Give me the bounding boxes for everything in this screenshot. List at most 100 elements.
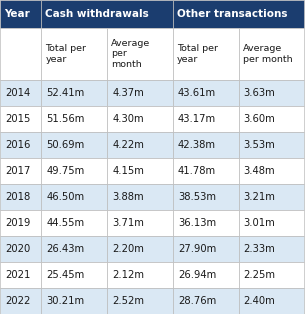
Text: 4.15m: 4.15m <box>112 166 144 176</box>
Bar <box>0 28 41 80</box>
Text: Total per
year: Total per year <box>45 45 86 63</box>
Bar <box>173 132 239 158</box>
Text: 3.48m: 3.48m <box>244 166 275 176</box>
Text: 25.45m: 25.45m <box>46 270 84 280</box>
Bar <box>41 236 107 262</box>
Bar <box>41 288 107 314</box>
Bar <box>41 80 107 106</box>
Bar <box>0 184 41 210</box>
Bar <box>173 158 239 184</box>
Bar <box>107 106 173 132</box>
Text: Average
per
month: Average per month <box>111 40 150 68</box>
Bar <box>173 0 304 28</box>
Bar <box>107 184 173 210</box>
Bar <box>107 132 173 158</box>
Text: 2018: 2018 <box>5 192 30 202</box>
Text: 43.61m: 43.61m <box>178 88 216 98</box>
Bar <box>0 158 41 184</box>
Text: Year: Year <box>4 9 30 19</box>
Text: Other transactions: Other transactions <box>177 9 287 19</box>
Text: Cash withdrawals: Cash withdrawals <box>45 9 149 19</box>
Text: 26.43m: 26.43m <box>46 244 84 254</box>
Text: 2019: 2019 <box>5 218 30 228</box>
Bar <box>173 28 239 80</box>
Text: 3.01m: 3.01m <box>244 218 275 228</box>
Bar <box>107 262 173 288</box>
Bar <box>41 158 107 184</box>
Text: 2016: 2016 <box>5 140 30 150</box>
Bar <box>173 288 239 314</box>
Bar <box>0 132 41 158</box>
Bar <box>41 106 107 132</box>
Text: 44.55m: 44.55m <box>46 218 84 228</box>
Bar <box>0 106 41 132</box>
Bar <box>239 80 304 106</box>
Bar <box>239 210 304 236</box>
Text: 27.90m: 27.90m <box>178 244 216 254</box>
Text: 3.88m: 3.88m <box>112 192 144 202</box>
Text: 46.50m: 46.50m <box>46 192 84 202</box>
Bar <box>0 262 41 288</box>
Bar <box>107 236 173 262</box>
Bar <box>0 236 41 262</box>
Bar <box>239 158 304 184</box>
Bar <box>41 28 107 80</box>
Text: 3.60m: 3.60m <box>244 114 275 124</box>
Bar <box>239 288 304 314</box>
Text: 4.22m: 4.22m <box>112 140 144 150</box>
Text: 42.38m: 42.38m <box>178 140 216 150</box>
Text: 2.25m: 2.25m <box>244 270 276 280</box>
Text: 3.21m: 3.21m <box>244 192 276 202</box>
Bar <box>173 262 239 288</box>
Bar <box>239 106 304 132</box>
Bar <box>239 132 304 158</box>
Bar <box>173 184 239 210</box>
Text: 28.76m: 28.76m <box>178 296 216 306</box>
Bar <box>41 0 173 28</box>
Text: 2.20m: 2.20m <box>112 244 144 254</box>
Bar <box>173 80 239 106</box>
Bar <box>239 262 304 288</box>
Text: Average
per month: Average per month <box>243 45 292 63</box>
Bar <box>107 288 173 314</box>
Bar <box>173 236 239 262</box>
Bar <box>239 184 304 210</box>
Text: 3.53m: 3.53m <box>244 140 275 150</box>
Bar <box>107 80 173 106</box>
Text: 49.75m: 49.75m <box>46 166 84 176</box>
Bar <box>41 132 107 158</box>
Text: 36.13m: 36.13m <box>178 218 216 228</box>
Text: 2017: 2017 <box>5 166 30 176</box>
Text: 30.21m: 30.21m <box>46 296 84 306</box>
Text: 2.40m: 2.40m <box>244 296 275 306</box>
Text: 4.37m: 4.37m <box>112 88 144 98</box>
Text: 38.53m: 38.53m <box>178 192 216 202</box>
Bar <box>173 210 239 236</box>
Text: 4.30m: 4.30m <box>112 114 144 124</box>
Text: Total per
year: Total per year <box>177 45 218 63</box>
Bar <box>239 236 304 262</box>
Bar <box>107 210 173 236</box>
Text: 50.69m: 50.69m <box>46 140 84 150</box>
Text: 43.17m: 43.17m <box>178 114 216 124</box>
Text: 2.52m: 2.52m <box>112 296 144 306</box>
Bar <box>0 0 41 28</box>
Text: 2021: 2021 <box>5 270 30 280</box>
Bar <box>173 106 239 132</box>
Text: 41.78m: 41.78m <box>178 166 216 176</box>
Text: 2.12m: 2.12m <box>112 270 144 280</box>
Text: 2.33m: 2.33m <box>244 244 275 254</box>
Bar <box>41 262 107 288</box>
Text: 2014: 2014 <box>5 88 30 98</box>
Bar <box>41 210 107 236</box>
Bar <box>0 210 41 236</box>
Bar <box>239 28 304 80</box>
Text: 52.41m: 52.41m <box>46 88 84 98</box>
Text: 2015: 2015 <box>5 114 30 124</box>
Text: 2020: 2020 <box>5 244 30 254</box>
Text: 26.94m: 26.94m <box>178 270 216 280</box>
Text: 2022: 2022 <box>5 296 30 306</box>
Text: 51.56m: 51.56m <box>46 114 85 124</box>
Bar <box>107 28 173 80</box>
Bar <box>0 80 41 106</box>
